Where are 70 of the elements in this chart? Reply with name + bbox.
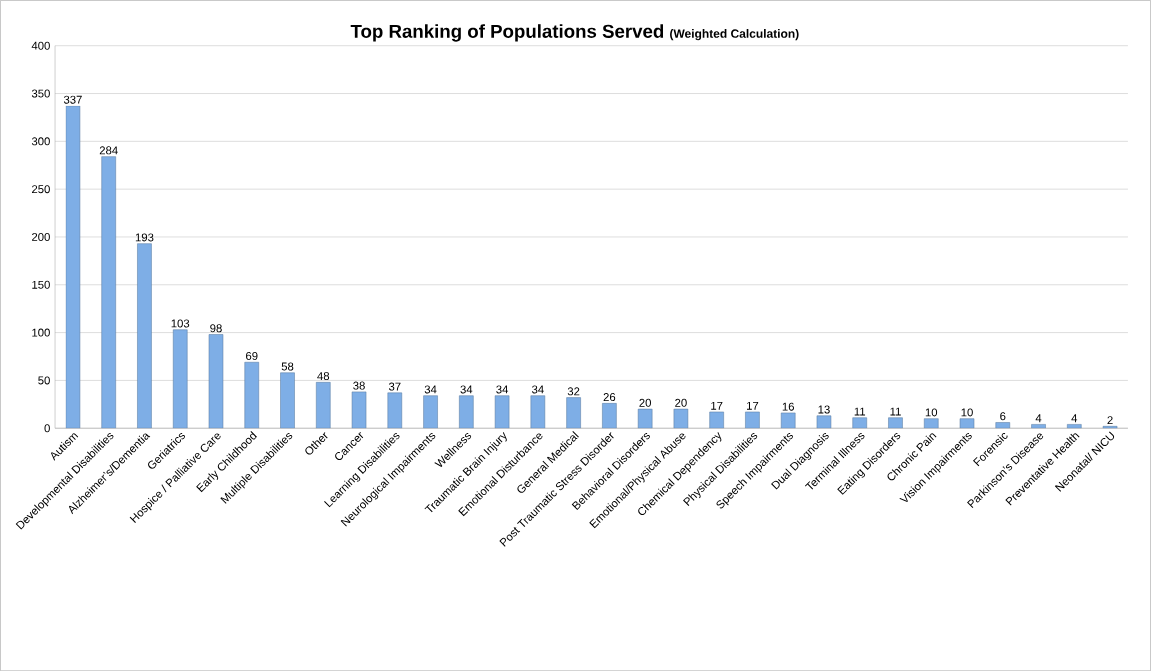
data-label: 98 [210, 324, 222, 333]
data-label: 34 [424, 385, 437, 394]
data-label: 337 [63, 95, 82, 104]
y-tick-label: 350 [31, 89, 50, 98]
bar [280, 372, 295, 429]
chart-title: Top Ranking of Populations Served [350, 24, 664, 42]
y-tick-label: 100 [32, 328, 50, 337]
y-tick-label: 200 [32, 232, 50, 241]
data-label: 34 [496, 385, 509, 394]
bar [530, 395, 546, 429]
bar [316, 381, 331, 429]
data-label: 20 [639, 398, 651, 407]
bar [959, 418, 975, 429]
data-label: 16 [782, 402, 795, 411]
y-tick-label: 250 [32, 185, 50, 194]
data-label: 48 [317, 371, 330, 380]
y-tick-label: 50 [38, 376, 50, 385]
data-label: 284 [99, 146, 118, 155]
bar [244, 361, 260, 429]
data-label: 32 [567, 387, 580, 396]
data-label: 6 [1000, 412, 1006, 421]
data-label: 34 [531, 385, 544, 394]
data-label: 58 [281, 362, 294, 371]
data-label: 17 [746, 401, 759, 410]
bar [816, 415, 832, 429]
bar [351, 391, 367, 429]
data-label: 69 [246, 351, 258, 360]
bar [995, 422, 1011, 429]
data-label: 4 [1035, 414, 1042, 423]
bar [459, 395, 474, 429]
data-label: 10 [961, 408, 973, 417]
y-tick-label: 0 [44, 424, 50, 433]
bar [423, 395, 438, 429]
bar [637, 408, 653, 429]
data-label: 38 [353, 381, 365, 390]
bar [673, 408, 689, 429]
bar [1067, 424, 1082, 429]
data-label: 2 [1107, 416, 1113, 424]
y-tick-label: 400 [31, 41, 50, 50]
bar [1031, 424, 1046, 429]
y-tick-label: 300 [31, 137, 50, 146]
data-label: 34 [460, 385, 473, 394]
data-label: 26 [603, 392, 616, 401]
data-label: 10 [925, 408, 938, 417]
y-tick-label: 150 [32, 280, 50, 289]
bar [709, 411, 724, 429]
data-label: 4 [1071, 414, 1078, 423]
bar [65, 105, 81, 429]
data-label: 20 [675, 398, 687, 407]
data-label: 103 [171, 319, 190, 328]
data-label: 11 [890, 407, 901, 416]
bar [923, 418, 939, 429]
data-label: 13 [818, 405, 830, 414]
data-label: 193 [135, 233, 154, 242]
bar [745, 411, 760, 429]
bar [888, 417, 903, 429]
data-label: 17 [711, 401, 723, 410]
bar [780, 412, 796, 429]
bar [387, 392, 403, 429]
bar [208, 334, 224, 429]
bar [172, 329, 188, 429]
bar [852, 417, 867, 429]
bar [137, 243, 152, 429]
bar [566, 397, 581, 429]
data-label: 11 [854, 407, 866, 416]
bar [101, 156, 116, 429]
data-label: 37 [388, 382, 401, 391]
bar [602, 403, 617, 429]
chart-subtitle: (Weighted Calculation) [670, 28, 799, 41]
bar [494, 395, 510, 429]
